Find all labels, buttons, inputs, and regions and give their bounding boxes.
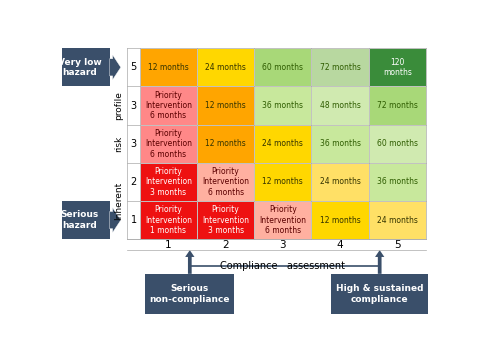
Text: Compliance   assessment: Compliance assessment [220,261,345,271]
Text: Priority
Intervention
6 months: Priority Intervention 6 months [259,205,306,235]
Bar [197,86,254,125]
Text: 12 months: 12 months [205,139,246,148]
Bar [140,86,197,125]
Text: Serious
non-compliance: Serious non-compliance [150,284,230,303]
Text: Priority
Intervention
6 months: Priority Intervention 6 months [202,167,249,197]
Bar [312,86,369,125]
Bar [61,48,110,86]
Text: 60 months: 60 months [262,63,303,72]
Text: 12 months: 12 months [205,101,246,110]
Bar [140,125,197,163]
FancyArrow shape [109,55,121,80]
Text: risk: risk [114,136,123,152]
Bar [254,163,312,201]
Text: 2: 2 [222,240,229,250]
Text: 24 months: 24 months [263,139,303,148]
Bar [254,201,312,239]
Text: 72 months: 72 months [377,101,418,110]
FancyArrow shape [375,250,384,274]
Bar [312,201,369,239]
Text: 5: 5 [131,62,137,72]
Text: Priority
Intervention
3 months: Priority Intervention 3 months [202,205,249,235]
Text: 36 months: 36 months [262,101,303,110]
Text: 5: 5 [394,240,400,250]
Bar [197,201,254,239]
Bar [140,163,197,201]
Bar [254,86,312,125]
Text: 4: 4 [336,240,343,250]
Bar [197,48,254,86]
Bar [61,201,110,239]
Bar [369,163,426,201]
Bar [369,86,426,125]
Text: 1: 1 [131,215,137,225]
Bar [312,125,369,163]
Text: Priority
Intervention
6 months: Priority Intervention 6 months [145,129,192,159]
Text: profile: profile [114,91,123,120]
FancyArrow shape [185,250,194,274]
Bar [140,201,197,239]
Bar [140,48,197,86]
Text: 48 months: 48 months [320,101,360,110]
Text: 12 months: 12 months [148,63,189,72]
Bar [254,48,312,86]
Text: 36 months: 36 months [320,139,360,148]
Bar [197,125,254,163]
Bar [197,163,254,201]
Text: 2: 2 [131,177,137,187]
Text: 3: 3 [131,139,137,149]
Bar [312,48,369,86]
Text: 24 months: 24 months [377,216,418,225]
Text: 3: 3 [279,240,286,250]
Text: 3: 3 [131,101,137,111]
Text: Very low
hazard: Very low hazard [58,57,102,77]
Bar [369,48,426,86]
Text: 12 months: 12 months [263,177,303,186]
Text: 24 months: 24 months [320,177,360,186]
Text: High & sustained
compliance: High & sustained compliance [336,284,423,303]
Bar [369,125,426,163]
Text: Priority
Intervention
1 months: Priority Intervention 1 months [145,205,192,235]
Bar [369,201,426,239]
Text: Priority
Intervention
3 months: Priority Intervention 3 months [145,167,192,197]
Text: 12 months: 12 months [320,216,360,225]
Text: 1: 1 [165,240,172,250]
Text: 72 months: 72 months [320,63,360,72]
Bar [254,125,312,163]
Text: 36 months: 36 months [377,177,418,186]
Text: Priority
Intervention
6 months: Priority Intervention 6 months [145,91,192,120]
Text: Serious
hazard: Serious hazard [61,210,99,230]
Text: Inherent: Inherent [114,182,123,220]
Text: 120
months: 120 months [383,57,412,77]
Text: 60 months: 60 months [377,139,418,148]
Bar [145,274,234,314]
FancyArrow shape [109,208,121,232]
Bar [331,274,428,314]
Bar [312,163,369,201]
Text: 24 months: 24 months [205,63,246,72]
